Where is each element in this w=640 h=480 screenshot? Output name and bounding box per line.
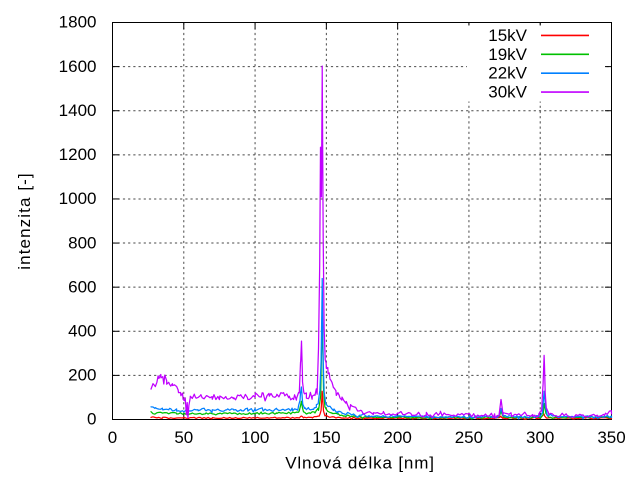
svg-text:50: 50 (174, 428, 193, 447)
svg-text:350: 350 (597, 428, 625, 447)
svg-text:800: 800 (68, 233, 96, 252)
svg-text:100: 100 (241, 428, 269, 447)
svg-text:400: 400 (68, 322, 96, 341)
svg-text:1200: 1200 (59, 145, 97, 164)
svg-text:1000: 1000 (59, 189, 97, 208)
svg-text:300: 300 (526, 428, 554, 447)
svg-text:200: 200 (68, 366, 96, 385)
svg-text:Vlnová délka [nm]: Vlnová délka [nm] (285, 454, 435, 473)
svg-text:22kV: 22kV (488, 64, 527, 83)
svg-text:1600: 1600 (59, 57, 97, 76)
svg-text:150: 150 (312, 428, 340, 447)
svg-text:0: 0 (87, 410, 96, 429)
svg-text:19kV: 19kV (488, 45, 527, 64)
svg-text:200: 200 (383, 428, 411, 447)
svg-text:15kV: 15kV (488, 26, 527, 45)
svg-text:1400: 1400 (59, 101, 97, 120)
svg-text:0: 0 (108, 428, 117, 447)
svg-text:600: 600 (68, 277, 96, 296)
svg-text:intenzita [-]: intenzita [-] (15, 172, 34, 269)
svg-text:250: 250 (455, 428, 483, 447)
svg-text:1800: 1800 (59, 13, 97, 32)
svg-text:30kV: 30kV (488, 83, 527, 102)
